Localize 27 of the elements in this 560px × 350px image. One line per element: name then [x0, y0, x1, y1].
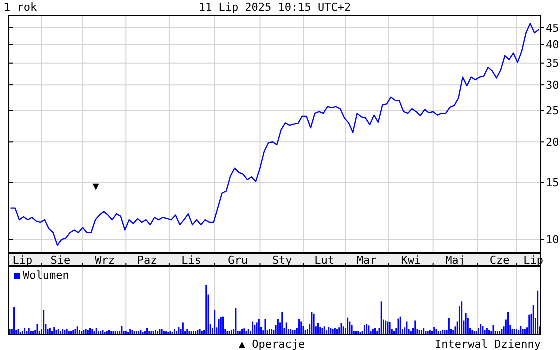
y-tick-label: 35	[546, 57, 560, 70]
text: ▲ Operacje	[238, 338, 306, 350]
x-tick-label: Maj	[446, 254, 466, 267]
x-tick-label: Wrz	[95, 254, 115, 267]
y-tick-label: 10	[546, 234, 560, 247]
y-tick-label: 40	[546, 38, 560, 52]
x-tick-label: Sie	[50, 254, 71, 267]
x-tick-label: Sty	[272, 254, 293, 267]
x-tick-label: Lip	[12, 254, 33, 267]
chart-subtitle: 11 Lip 2025 10:15 UTC+2	[198, 1, 352, 14]
x-tick-label: Gru	[228, 254, 248, 267]
x-tick-label: Paz	[137, 254, 158, 267]
y-tick-label: 45	[546, 22, 560, 35]
x-tick-label: Lis	[182, 254, 202, 267]
y-tick-label: 30	[546, 78, 560, 92]
x-tick-label: Mar	[356, 254, 378, 267]
chart-title: 1 rok	[4, 1, 38, 14]
text: Interwal Dzienny	[435, 338, 542, 350]
x-tick-label: Kwi	[401, 254, 422, 267]
annotation: ▼	[92, 180, 100, 193]
x-tick-label: Lut	[314, 254, 335, 267]
x-tick-label: Cze	[490, 254, 510, 267]
y-tick-label: 25	[546, 104, 560, 118]
line-series	[10, 23, 540, 246]
y-tick-label: 20	[546, 136, 560, 149]
y-tick-label: 15	[546, 176, 560, 190]
legend-label: Wolumen	[23, 269, 70, 282]
